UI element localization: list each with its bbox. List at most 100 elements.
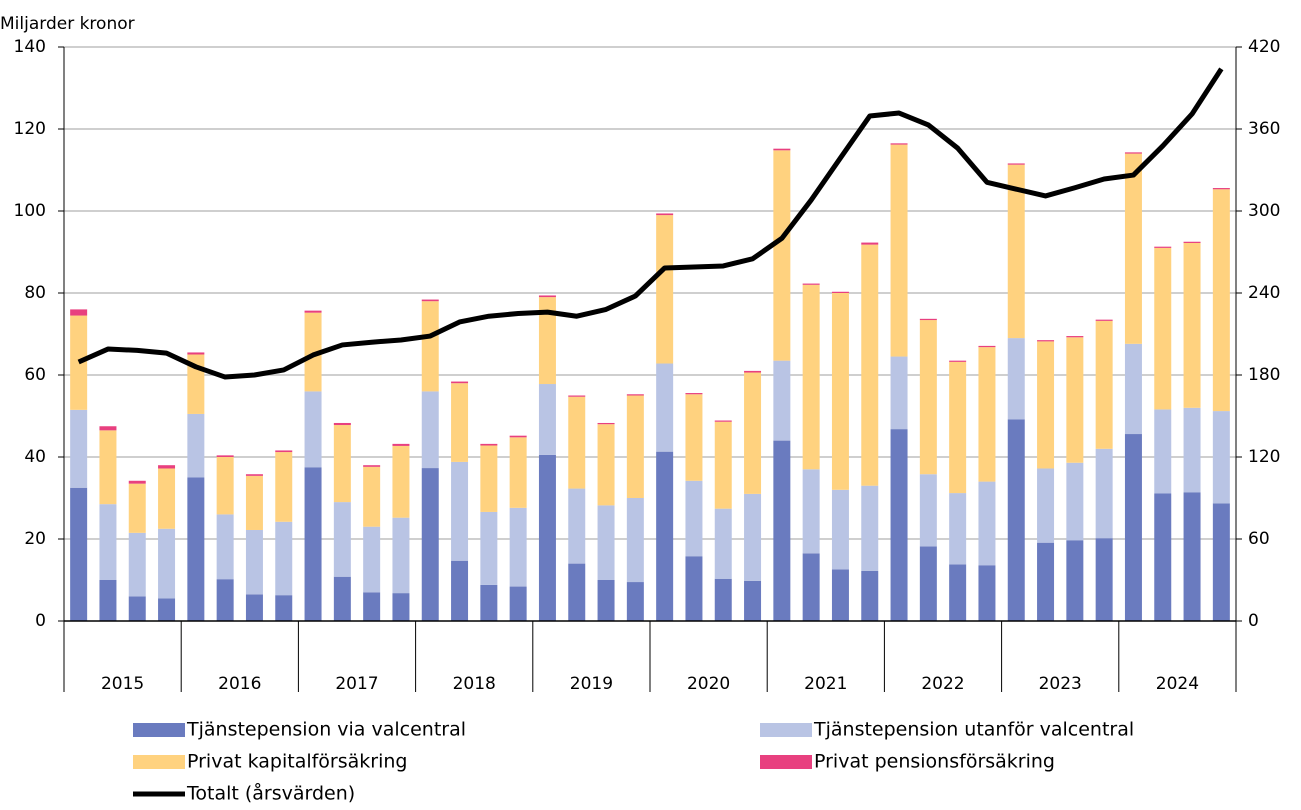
legend-swatch [133, 755, 185, 769]
bar-segment [744, 493, 762, 581]
bar-segment [802, 469, 820, 554]
bar-segment [626, 394, 644, 396]
bar-segment [1066, 540, 1084, 621]
bar-segment [1154, 247, 1172, 410]
bar-segment [1037, 340, 1055, 342]
x-group-label: 2017 [335, 674, 378, 694]
bar-segment [949, 361, 967, 494]
x-group-label: 2016 [218, 674, 261, 694]
bar-segment [597, 422, 615, 425]
bar-segment [1095, 448, 1113, 539]
bar-segment [890, 356, 908, 430]
bar-segment [802, 283, 820, 285]
bar-segment [568, 563, 586, 621]
bar-segment [99, 430, 117, 505]
bar-segment [509, 586, 527, 621]
bar-segment [304, 467, 322, 621]
bar-segment [1095, 319, 1113, 321]
bar-segment [1124, 152, 1142, 154]
bar-segment [158, 468, 176, 529]
legend-swatch [760, 723, 812, 737]
bar-segment [304, 310, 322, 313]
bar-segment [978, 565, 996, 621]
y-tick-label: 120 [14, 119, 46, 139]
bar-segment [538, 295, 556, 298]
y-tick-label: 140 [14, 37, 46, 57]
bar-segment [1154, 409, 1172, 494]
bar-segment [1007, 163, 1025, 165]
bar-segment [128, 480, 146, 484]
x-group-label: 2023 [1039, 674, 1082, 694]
bar-segment [978, 481, 996, 566]
bar-segment [1095, 538, 1113, 621]
bar-segment [392, 517, 410, 594]
x-group-label: 2020 [687, 674, 730, 694]
bar-segment [714, 578, 732, 621]
y-tick-label: 20 [24, 529, 46, 549]
y-tick-label: 40 [24, 447, 46, 467]
bar-segment [245, 529, 263, 595]
bar-segment [128, 532, 146, 597]
bar-segment [538, 384, 556, 455]
legend-label: Tjänstepension via valcentral [186, 719, 466, 741]
bar-segment [1212, 188, 1230, 190]
y2-tick-label: 60 [1248, 529, 1270, 549]
bar-segment [451, 383, 469, 462]
bar-segment [245, 474, 263, 476]
bar-segment [597, 424, 615, 506]
bar-segment [919, 474, 937, 547]
y2-tick-label: 360 [1248, 119, 1280, 139]
bar-segment [421, 468, 439, 621]
bar-segment [656, 363, 674, 452]
y-tick-label: 100 [14, 201, 46, 221]
bar-segment [70, 315, 88, 410]
bar-segment [216, 514, 234, 580]
bar-segment [421, 301, 439, 392]
bar-segment [890, 143, 908, 145]
bar-segment [626, 395, 644, 498]
y-tick-label: 60 [24, 365, 46, 385]
x-group-label: 2024 [1156, 674, 1199, 694]
x-group-label: 2021 [804, 674, 847, 694]
legend-label: Tjänstepension utanför valcentral [813, 719, 1134, 741]
bar-segment [773, 148, 791, 151]
bar-segment [1183, 241, 1201, 243]
bar-segment [275, 452, 293, 522]
y2-tick-label: 420 [1248, 37, 1280, 57]
bar-segment [978, 347, 996, 482]
bar-segment [538, 297, 556, 385]
bar-segment [597, 505, 615, 580]
bar-segment [773, 150, 791, 361]
bar-segment [802, 284, 820, 470]
bar-segment [480, 511, 498, 585]
bar-segment [1154, 246, 1172, 248]
bar-segment [333, 422, 351, 426]
bar-segment [451, 381, 469, 384]
bar-segment [1066, 336, 1084, 338]
bar-segment [304, 312, 322, 392]
bar-segment [509, 437, 527, 508]
bar-segment [99, 504, 117, 580]
bar-segment [1183, 492, 1201, 621]
bar-segment [333, 576, 351, 621]
bar-segment [744, 370, 762, 373]
bar-segment [480, 443, 498, 446]
bar-segment [656, 451, 674, 621]
bar-segment [773, 440, 791, 621]
bar-segment [861, 244, 879, 486]
legend-label: Totalt (årsvärden) [186, 782, 355, 805]
bar-segment [1037, 341, 1055, 469]
x-group-label: 2019 [570, 674, 613, 694]
bar-segment [128, 483, 146, 533]
bar-segment [158, 465, 176, 469]
y2-tick-label: 0 [1248, 611, 1259, 631]
bar-segment [245, 594, 263, 621]
bar-segment [685, 480, 703, 557]
bar-segment [509, 507, 527, 587]
bar-segment [158, 528, 176, 599]
bar-segment [919, 546, 937, 621]
bar-segment [275, 450, 293, 453]
bar-segment [626, 582, 644, 621]
bar-segment [363, 526, 381, 593]
bar-segment [802, 553, 820, 621]
